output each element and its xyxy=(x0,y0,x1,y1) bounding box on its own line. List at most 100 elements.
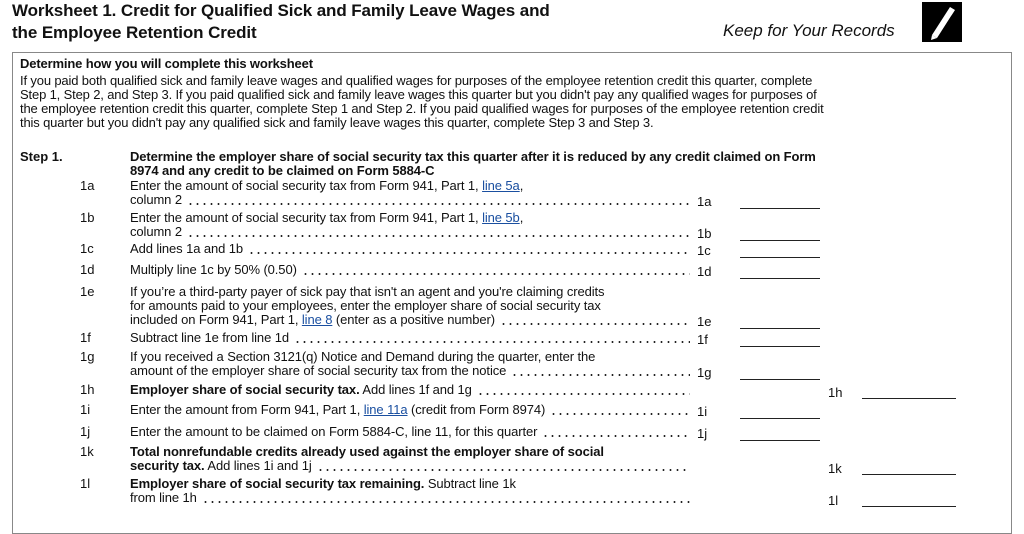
dot-leader xyxy=(499,313,690,327)
entry-blank xyxy=(740,208,820,209)
dot-leader xyxy=(201,491,690,505)
line-ref: 1e xyxy=(697,314,712,329)
line-number: 1b xyxy=(80,210,95,225)
line-ref: 1j xyxy=(697,426,708,441)
line-number: 1f xyxy=(80,330,91,345)
text-segment: Add lines 1f and 1g xyxy=(359,382,472,397)
line-number: 1d xyxy=(80,262,95,277)
line-link[interactable]: line 11a xyxy=(363,402,408,417)
line-link[interactable]: line 8 xyxy=(301,312,333,327)
line-text: Total nonrefundable credits already used… xyxy=(130,445,690,459)
text-segment: , xyxy=(519,210,524,225)
line-ref: 1g xyxy=(697,365,712,380)
line-number: 1h xyxy=(80,382,95,397)
line-ref: 1f xyxy=(697,332,708,347)
title: Worksheet 1. Credit for Qualified Sick a… xyxy=(12,1,550,20)
dot-leader xyxy=(476,383,690,397)
text-segment: (credit from Form 8974) xyxy=(407,402,546,417)
line-text: Add lines 1a and 1b xyxy=(130,242,690,256)
entry-blank xyxy=(740,328,820,329)
text-segment: Enter the amount from Form 941, Part 1, xyxy=(130,402,364,417)
line-text: amount of the employer share of social s… xyxy=(130,364,690,378)
keep-note: Keep for Your Records xyxy=(723,21,895,40)
line-number: 1k xyxy=(80,444,94,459)
dot-leader xyxy=(511,364,690,378)
line-text: If you received a Section 3121(q) Notice… xyxy=(130,350,690,364)
line-ref: 1d xyxy=(697,264,712,279)
dot-leader xyxy=(293,331,690,345)
entry-blank xyxy=(740,379,820,380)
text-segment: from line 1h xyxy=(130,490,197,505)
text-segment: security tax. xyxy=(130,458,205,473)
step-heading: Determine the employer share of social s… xyxy=(130,149,816,164)
entry-blank xyxy=(740,278,820,279)
text-segment: Enter the amount of social security tax … xyxy=(130,178,483,193)
line-text: included on Form 941, Part 1, line 8 (en… xyxy=(130,313,690,327)
total-ref: 1l xyxy=(828,493,839,508)
line-ref: 1i xyxy=(697,404,708,419)
line-text: Enter the amount of social security tax … xyxy=(130,211,690,225)
line-number: 1i xyxy=(80,402,91,417)
text-segment: column 2 xyxy=(130,192,182,207)
line-text: Enter the amount from Form 941, Part 1, … xyxy=(130,403,690,417)
line-number: 1a xyxy=(80,178,95,193)
text-segment: , xyxy=(519,178,524,193)
total-blank xyxy=(862,398,956,399)
text-segment: included on Form 941, Part 1, xyxy=(130,312,302,327)
text-segment: (enter as a positive number) xyxy=(332,312,495,327)
line-text: Multiply line 1c by 50% (0.50) xyxy=(130,263,690,277)
title: the Employee Retention Credit xyxy=(12,23,257,42)
line-ref: 1b xyxy=(697,226,712,241)
line-number: 1l xyxy=(80,476,91,491)
line-link[interactable]: line 5a xyxy=(482,178,520,193)
line-text: Employer share of social security tax re… xyxy=(130,477,690,491)
total-ref: 1h xyxy=(828,385,843,400)
line-text: Enter the amount to be claimed on Form 5… xyxy=(130,425,690,439)
dot-leader xyxy=(248,242,690,256)
instructions-line: Step 1, Step 2, and Step 3. If you paid … xyxy=(20,87,817,102)
text-segment: If you received a Section 3121(q) Notice… xyxy=(130,349,596,364)
text-segment: Subtract line 1k xyxy=(424,476,516,491)
text-segment: Employer share of social security tax. xyxy=(130,382,360,397)
text-segment: Total nonrefundable credits already used… xyxy=(130,444,604,459)
line-text: for amounts paid to your employees, ente… xyxy=(130,299,690,313)
text-segment: Add lines 1i and 1j xyxy=(204,458,312,473)
total-blank xyxy=(862,474,956,475)
line-number: 1j xyxy=(80,424,91,439)
line-text: Subtract line 1e from line 1d xyxy=(130,331,690,345)
line-text: from line 1h xyxy=(130,491,690,505)
text-segment: If you’re a third-party payer of sick pa… xyxy=(130,284,605,299)
line-ref: 1c xyxy=(697,243,711,258)
step-label: Step 1. xyxy=(20,149,63,164)
text-segment: Add lines 1a and 1b xyxy=(130,241,244,256)
dot-leader xyxy=(542,425,690,439)
line-ref: 1a xyxy=(697,194,712,209)
entry-blank xyxy=(740,240,820,241)
line-number: 1e xyxy=(80,284,95,299)
text-segment: Multiply line 1c by 50% (0.50) xyxy=(130,262,297,277)
instructions-line: If you paid both qualified sick and fami… xyxy=(20,73,813,88)
line-text: If you’re a third-party payer of sick pa… xyxy=(130,285,690,299)
text-segment: column 2 xyxy=(130,224,182,239)
dot-leader xyxy=(550,403,690,417)
line-number: 1g xyxy=(80,349,95,364)
total-blank xyxy=(862,506,956,507)
dot-leader xyxy=(301,263,690,277)
entry-blank xyxy=(740,418,820,419)
step-heading: 8974 and any credit to be claimed on For… xyxy=(130,163,435,178)
line-text: security tax. Add lines 1i and 1j xyxy=(130,459,690,473)
page: Worksheet 1. Credit for Qualified Sick a… xyxy=(12,1,1012,534)
text-segment: Enter the amount to be claimed on Form 5… xyxy=(130,424,538,439)
line-link[interactable]: line 5b xyxy=(482,210,520,225)
text-segment: Subtract line 1e from line 1d xyxy=(130,330,289,345)
line-text: Employer share of social security tax. A… xyxy=(130,383,690,397)
total-ref: 1k xyxy=(828,461,842,476)
entry-blank xyxy=(740,346,820,347)
dot-leader xyxy=(316,459,690,473)
line-text: column 2 xyxy=(130,225,690,239)
instructions-heading: Determine how you will complete this wor… xyxy=(20,56,313,71)
entry-blank xyxy=(740,440,820,441)
records-icon xyxy=(922,2,962,42)
entry-blank xyxy=(740,257,820,258)
text-segment: Enter the amount of social security tax … xyxy=(130,210,483,225)
